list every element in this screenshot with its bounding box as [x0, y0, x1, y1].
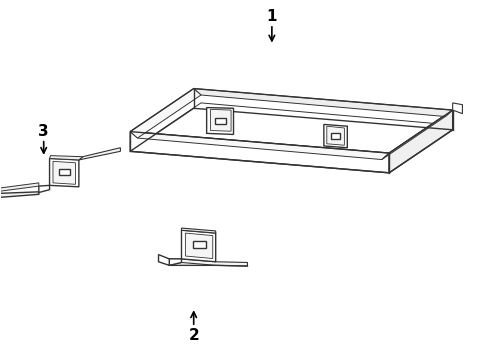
Polygon shape: [159, 255, 169, 265]
Text: 1: 1: [267, 9, 277, 24]
Polygon shape: [130, 132, 389, 173]
Polygon shape: [327, 126, 344, 145]
Text: 3: 3: [38, 124, 49, 139]
Polygon shape: [382, 110, 453, 159]
Polygon shape: [169, 259, 247, 266]
Polygon shape: [39, 185, 49, 193]
Polygon shape: [324, 125, 347, 148]
Polygon shape: [185, 233, 213, 258]
Bar: [215, 118, 226, 124]
Bar: [331, 133, 341, 139]
Polygon shape: [79, 148, 121, 160]
Polygon shape: [169, 259, 181, 265]
Bar: [59, 168, 70, 175]
Polygon shape: [211, 109, 231, 131]
Polygon shape: [181, 230, 216, 262]
Bar: [193, 240, 206, 248]
Polygon shape: [0, 183, 39, 193]
Polygon shape: [53, 161, 75, 184]
Polygon shape: [138, 103, 445, 167]
Polygon shape: [49, 158, 79, 187]
Polygon shape: [49, 156, 83, 160]
Polygon shape: [207, 108, 234, 134]
Polygon shape: [194, 89, 453, 117]
Polygon shape: [130, 89, 201, 138]
Polygon shape: [389, 110, 453, 173]
Polygon shape: [130, 132, 389, 159]
Text: 2: 2: [188, 328, 199, 343]
Polygon shape: [0, 192, 39, 198]
Polygon shape: [453, 103, 463, 114]
Polygon shape: [181, 228, 216, 233]
